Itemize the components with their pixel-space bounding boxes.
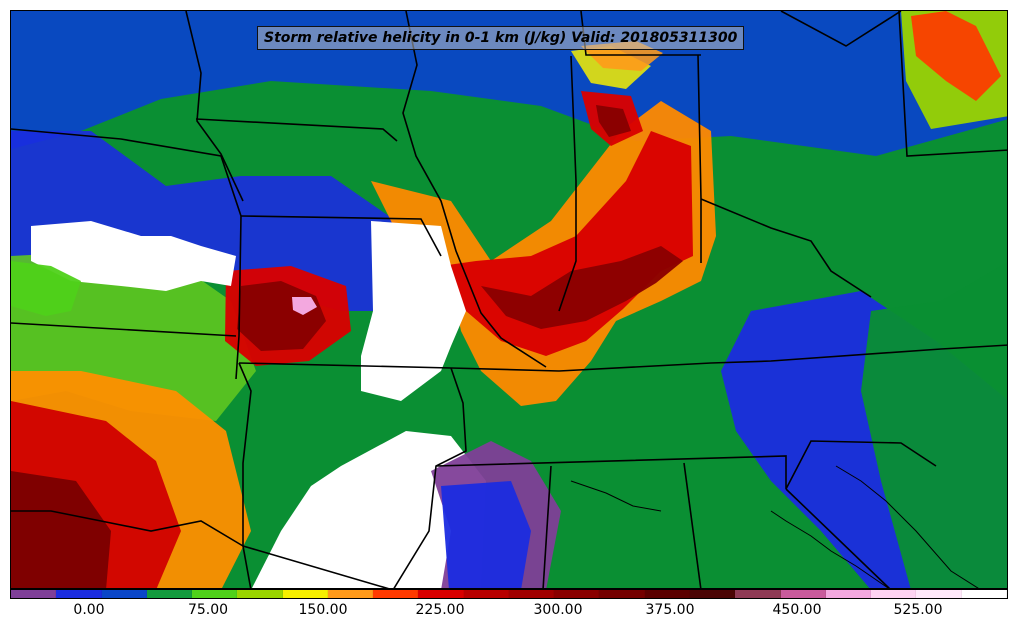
colorbar-segment xyxy=(463,590,509,598)
tick-225: 225.00 xyxy=(415,602,465,618)
midwest-extreme-helicity-core xyxy=(481,246,683,329)
colorbar-segment xyxy=(282,590,328,598)
colorbar-segment xyxy=(373,590,419,598)
western-light-green-zone xyxy=(11,261,81,316)
colorbar-segment xyxy=(237,590,283,598)
colorbar-segment xyxy=(916,590,962,598)
map-title-text: Storm relative helicity in 0-1 km (J/kg)… xyxy=(264,30,738,46)
colorbar-segment xyxy=(146,590,193,598)
colorbar-segment xyxy=(554,590,600,598)
coastal-outlines xyxy=(570,465,979,588)
tick-375: 375.00 xyxy=(645,602,695,618)
southern-plains-white-zone xyxy=(252,431,486,588)
northeast-red-zone xyxy=(911,11,1001,101)
colorbar-segment xyxy=(11,590,57,598)
tick-75: 75.00 xyxy=(187,602,229,618)
colorbar-segment xyxy=(508,590,555,598)
colorbar-segment xyxy=(192,590,238,598)
colorbar-segment xyxy=(56,590,102,598)
plains-white-zone xyxy=(31,221,236,291)
map-svg xyxy=(11,11,1007,588)
tick-450: 450.00 xyxy=(772,602,822,618)
kansas-peak-helicity-spot xyxy=(292,297,317,315)
tick-0: 0.00 xyxy=(73,602,105,618)
colorbar-segment xyxy=(101,590,147,598)
helicity-map: Storm relative helicity in 0-1 km (J/kg)… xyxy=(10,10,1008,589)
southwest-extreme-helicity-zone xyxy=(11,471,111,588)
map-title: Storm relative helicity in 0-1 km (J/kg)… xyxy=(257,26,745,50)
colorbar-segment xyxy=(780,590,826,598)
colorbar-segment xyxy=(871,590,917,598)
colorbar-segment xyxy=(644,590,690,598)
colorbar xyxy=(10,589,1008,599)
eastern-green-zone xyxy=(861,262,1007,588)
mississippi-blue-zone xyxy=(441,481,531,588)
colorbar-segment xyxy=(825,590,872,598)
colorbar-segment xyxy=(327,590,374,598)
colorbar-segment xyxy=(418,590,464,598)
state-boundaries xyxy=(11,11,1007,588)
colorbar-ticks: 0.00 75.00 150.00 225.00 300.00 375.00 4… xyxy=(10,602,1008,626)
tick-150: 150.00 xyxy=(298,602,348,618)
missouri-white-zone xyxy=(361,221,466,401)
tick-300: 300.00 xyxy=(533,602,583,618)
tick-525: 525.00 xyxy=(893,602,943,618)
colorbar-segment xyxy=(599,590,645,598)
colorbar-segment xyxy=(961,590,1007,598)
northern-illinois-extreme-core xyxy=(596,105,631,137)
colorbar-segment xyxy=(689,590,736,598)
colorbar-segment xyxy=(735,590,781,598)
